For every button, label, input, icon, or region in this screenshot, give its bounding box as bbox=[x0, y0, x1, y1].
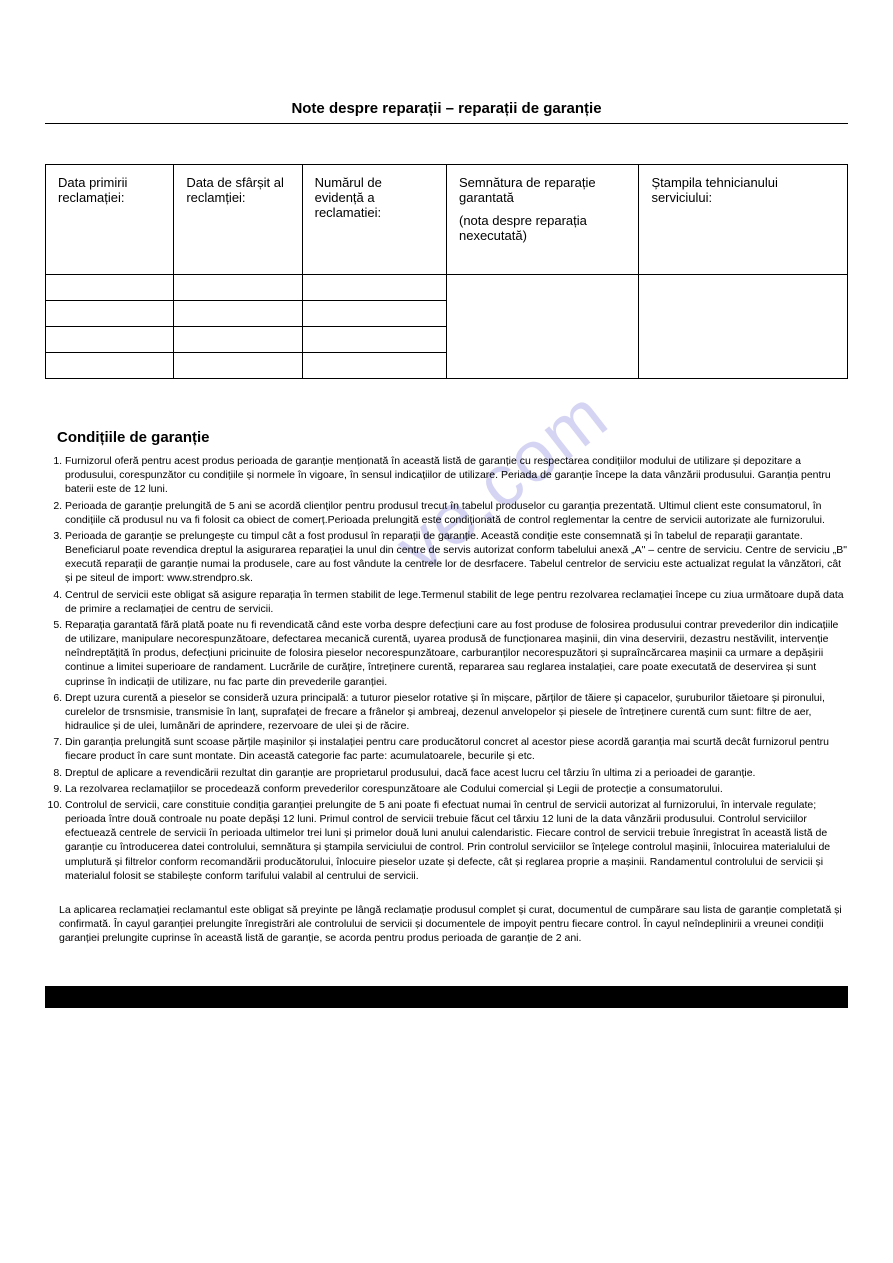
cell bbox=[174, 275, 302, 301]
condition-item: Controlul de servicii, care constituie c… bbox=[65, 798, 848, 883]
conditions-list: Furnizorul oferă pentru acest produs per… bbox=[45, 454, 848, 883]
cell bbox=[302, 275, 446, 301]
cell bbox=[46, 353, 174, 379]
conditions-title: Condițiile de garanție bbox=[57, 429, 848, 446]
header-stamp: Ștampila tehnicianului serviciului: bbox=[639, 165, 848, 275]
condition-item: La rezolvarea reclamațiilor se procedeaz… bbox=[65, 782, 848, 796]
cell bbox=[302, 327, 446, 353]
cell-stamp-area bbox=[639, 275, 848, 379]
table-header-row: Data primirii reclamației: Data de sfârș… bbox=[46, 165, 848, 275]
footer-paragraph: La aplicarea reclamației reclamantul est… bbox=[59, 903, 848, 946]
page-content: Note despre reparații – reparații de gar… bbox=[45, 100, 848, 1008]
cell bbox=[46, 301, 174, 327]
cell bbox=[46, 275, 174, 301]
cell bbox=[46, 327, 174, 353]
header-signature: Semnătura de reparație garantată (nota d… bbox=[446, 165, 638, 275]
header-record-number: Numărul de evidență a reclamatiei: bbox=[302, 165, 446, 275]
cell bbox=[174, 353, 302, 379]
condition-item: Reparația garantată fără plată poate nu … bbox=[65, 618, 848, 689]
condition-item: Din garanția prelungită sunt scoase părț… bbox=[65, 735, 848, 763]
cell bbox=[174, 301, 302, 327]
header-date-end: Data de sfârșit al reclamției: bbox=[174, 165, 302, 275]
table-row bbox=[46, 275, 848, 301]
condition-item: Dreptul de aplicare a revendicării rezul… bbox=[65, 766, 848, 780]
condition-item: Centrul de servicii este obligat să asig… bbox=[65, 588, 848, 616]
warranty-table: Data primirii reclamației: Data de sfârș… bbox=[45, 164, 848, 379]
header-signature-line1: Semnătura de reparație garantată bbox=[459, 175, 596, 205]
header-signature-line2: (nota despre reparația nexecutată) bbox=[459, 213, 626, 243]
condition-item: Perioada de garanție prelungită de 5 ani… bbox=[65, 499, 848, 527]
cell bbox=[174, 327, 302, 353]
cell bbox=[302, 353, 446, 379]
condition-item: Drept uzura curentă a pieselor se consid… bbox=[65, 691, 848, 734]
condition-item: Perioada de garanție se prelungește cu t… bbox=[65, 529, 848, 586]
condition-item: Furnizorul oferă pentru acest produs per… bbox=[65, 454, 848, 497]
header-date-received: Data primirii reclamației: bbox=[46, 165, 174, 275]
cell bbox=[302, 301, 446, 327]
page-title: Note despre reparații – reparații de gar… bbox=[45, 100, 848, 124]
cell-signature-area bbox=[446, 275, 638, 379]
footer-black-bar bbox=[45, 986, 848, 1008]
